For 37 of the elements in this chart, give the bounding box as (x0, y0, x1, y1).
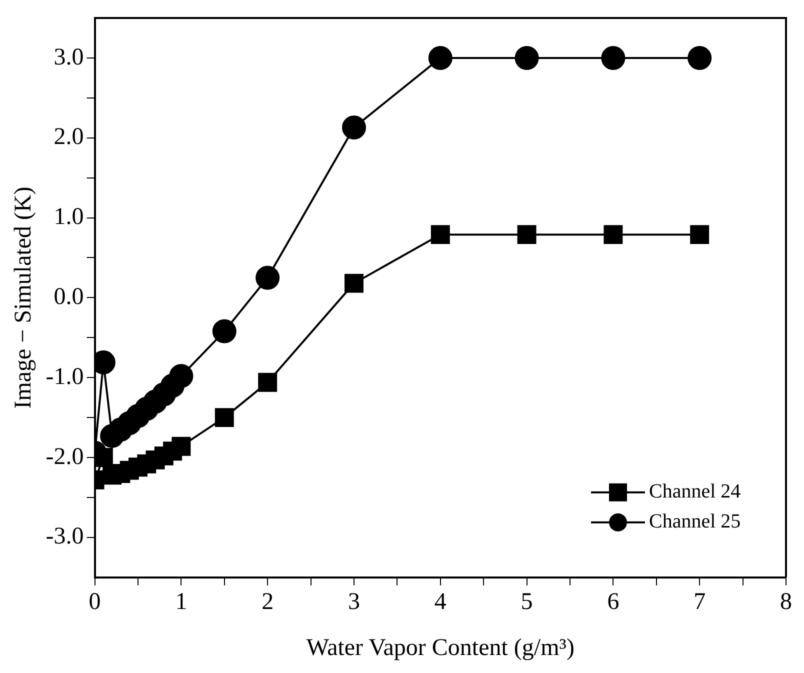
y-axis-title: Image − Simulated (K) (10, 186, 37, 409)
x-tick-label: 6 (607, 589, 620, 616)
x-tick-label: 5 (520, 589, 533, 616)
x-tick-label: 7 (694, 589, 706, 616)
y-tick-label: 3.0 (54, 44, 84, 70)
point (428, 46, 452, 70)
point (688, 46, 712, 70)
point (342, 115, 366, 140)
point (604, 225, 623, 244)
point (258, 372, 278, 392)
x-tick-label: 3 (348, 589, 360, 616)
point (169, 364, 194, 388)
point (344, 274, 364, 293)
point (172, 436, 191, 456)
x-tick-label: 2 (262, 589, 274, 616)
point (212, 319, 236, 344)
point (430, 225, 450, 244)
x-axis-title: Water Vapor Content (g/m³) (306, 634, 574, 661)
x-tick-label: 1 (175, 589, 188, 616)
y-tick-label: 1.0 (54, 204, 84, 230)
point (517, 225, 536, 244)
y-tick-label: 0.0 (54, 284, 84, 310)
y-tick-label: 2.0 (54, 124, 84, 150)
y-tick-label: -1.0 (46, 364, 84, 390)
point (514, 46, 539, 70)
point (256, 266, 280, 290)
point (601, 46, 626, 70)
x-tick-label: 8 (780, 589, 792, 616)
point (94, 448, 113, 468)
legend-label: Channel 25 (649, 510, 741, 533)
y-tick-label: -3.0 (46, 524, 84, 550)
x-tick-label: 0 (88, 589, 101, 616)
legend-label: Channel 24 (649, 480, 741, 503)
x-tick-label: 4 (434, 589, 446, 616)
point (214, 408, 234, 428)
point (690, 225, 710, 244)
y-tick-label: -2.0 (46, 444, 84, 470)
